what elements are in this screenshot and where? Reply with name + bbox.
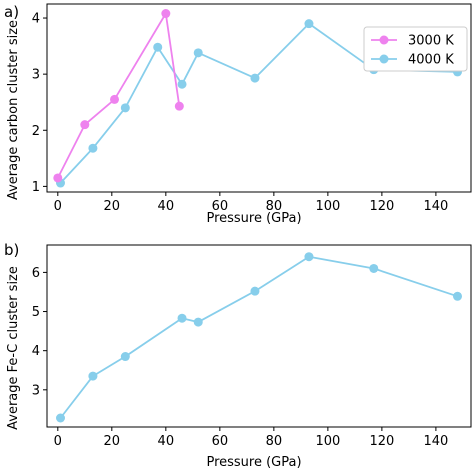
data-point-a-0 — [110, 94, 120, 104]
x-tick-label-b: 80 — [266, 434, 283, 449]
panel-label-a: a) — [4, 3, 19, 21]
x-tick-label-b: 100 — [315, 434, 340, 449]
x-tick-label-b: 60 — [212, 434, 229, 449]
x-axis-label-a: Pressure (GPa) — [206, 211, 301, 226]
plot-area-a: 0 20 40 60 80 100 120 140 1 2 3 4 — [32, 3, 472, 214]
data-point-a-1 — [193, 48, 203, 58]
panel-b: b) Average Fe-C cluster size Pressure (G… — [4, 241, 472, 470]
data-point-b-0 — [452, 291, 462, 301]
legend-entry-label: 4000 K — [408, 53, 454, 68]
data-point-b-0 — [120, 352, 130, 362]
x-tick-label-a: 100 — [315, 199, 340, 214]
x-tick-label-b: 0 — [54, 434, 62, 449]
x-tick-label-a: 0 — [54, 199, 62, 214]
x-tick-label-b: 40 — [158, 434, 175, 449]
axes-frame-a — [46, 3, 472, 193]
y-tick-label-a: 2 — [32, 124, 40, 139]
data-point-b-0 — [304, 252, 314, 262]
y-tick-label-b: 6 — [32, 266, 40, 281]
panel-label-b: b) — [4, 241, 19, 259]
y-tick-label-b: 4 — [32, 344, 40, 359]
data-point-a-1 — [120, 103, 130, 113]
x-tick-label-a: 140 — [423, 199, 448, 214]
legend-swatch-marker — [379, 35, 389, 45]
legend-entry-label: 3000 K — [408, 34, 454, 49]
plot-area-b: 0 20 40 60 80 100 120 140 3 4 5 6 — [32, 244, 472, 449]
x-tick-label-b: 140 — [423, 434, 448, 449]
legend: 3000 K 4000 K — [363, 26, 468, 72]
axes-frame-b — [46, 244, 472, 428]
data-point-a-0 — [174, 101, 184, 111]
y-tick-label-b: 3 — [32, 383, 40, 398]
legend-box — [363, 26, 468, 72]
legend-swatch-marker — [379, 54, 389, 64]
data-point-a-1 — [250, 73, 260, 83]
x-tick-label-b: 120 — [369, 434, 394, 449]
y-tick-label-a: 3 — [32, 68, 40, 83]
y-tick-label-b: 5 — [32, 305, 40, 320]
data-point-a-0 — [161, 9, 171, 19]
data-point-b-0 — [177, 313, 187, 323]
y-axis-label-a: Average carbon cluster size — [6, 20, 21, 200]
data-point-b-0 — [56, 413, 66, 423]
x-tick-label-a: 40 — [158, 199, 175, 214]
data-point-b-0 — [250, 286, 260, 296]
data-point-a-0 — [53, 173, 63, 183]
data-point-b-0 — [369, 263, 379, 273]
data-point-b-0 — [193, 317, 203, 327]
series-line-a-1 — [59, 22, 458, 184]
data-point-a-1 — [177, 79, 187, 89]
y-axis-label-b: Average Fe-C cluster size — [6, 266, 21, 430]
x-axis-label-b: Pressure (GPa) — [206, 455, 301, 470]
data-point-a-0 — [80, 120, 90, 130]
x-tick-label-a: 80 — [266, 199, 283, 214]
data-point-a-1 — [88, 143, 98, 153]
y-tick-label-a: 4 — [32, 12, 40, 27]
x-tick-label-b: 20 — [104, 434, 121, 449]
x-tick-label-a: 120 — [369, 199, 394, 214]
x-tick-label-a: 60 — [212, 199, 229, 214]
y-tick-label-a: 1 — [32, 180, 40, 195]
x-tick-label-a: 20 — [104, 199, 121, 214]
data-point-a-1 — [153, 42, 163, 52]
data-point-b-0 — [88, 371, 98, 381]
data-point-a-1 — [304, 19, 314, 29]
panel-a: a) Average carbon cluster size Pressure … — [4, 3, 472, 226]
